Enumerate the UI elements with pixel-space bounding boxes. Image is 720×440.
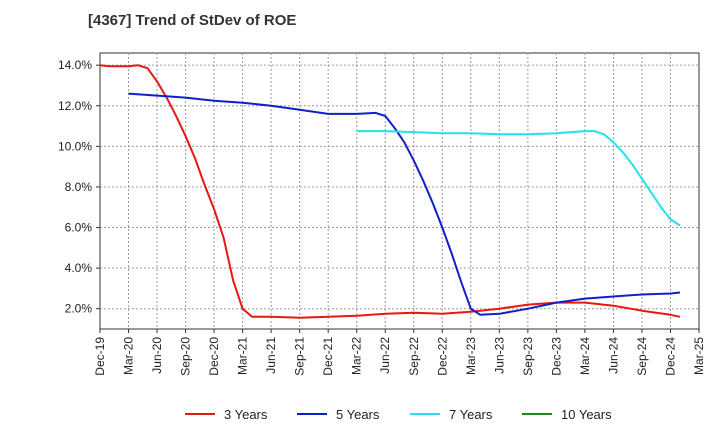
x-tick-label: Jun-22 [378,337,392,374]
legend-label-5-years: 5 Years [336,407,380,422]
x-tick-label: Sep-20 [179,337,193,376]
x-tick-label: Sep-23 [521,337,535,376]
x-axis: Dec-19 Mar-20 Jun-20 Sep-20 Dec-20 Mar-21 Jun-… [93,329,706,376]
x-tick-label: Jun-21 [264,337,278,374]
y-tick-label: 2.0% [65,302,93,316]
x-tick-label: Dec-23 [549,337,563,376]
x-tick-label: Jun-20 [150,337,164,374]
y-tick-label: 8.0% [65,180,93,194]
x-tick-label: Mar-20 [122,337,136,375]
series-line-7-years [356,130,681,227]
x-tick-label: Mar-25 [692,337,706,375]
x-tick-label: Sep-21 [293,337,307,376]
legend-label-3-years: 3 Years [224,407,268,422]
x-tick-label: Sep-24 [635,337,649,376]
y-tick-label: 12.0% [58,99,92,113]
x-tick-label: Mar-22 [350,337,364,375]
series-line-5-years [128,92,681,316]
y-tick-label: 14.0% [58,58,92,72]
x-tick-label: Jun-24 [606,337,620,374]
x-tick-label: Dec-21 [321,337,335,376]
x-tick-label: Dec-24 [663,337,677,376]
series-line-3-years [99,64,681,319]
y-tick-label: 10.0% [58,139,92,153]
legend: 3 Years 5 Years 7 Years 10 Years [185,407,612,422]
plot-area [99,52,700,330]
x-tick-label: Dec-22 [435,337,449,376]
chart-title: [4367] Trend of StDev of ROE [88,12,296,29]
x-tick-label: Mar-21 [236,337,250,375]
x-tick-label: Jun-23 [492,337,506,374]
x-tick-label: Dec-19 [93,337,107,376]
y-axis: 2.0% 4.0% 6.0% 8.0% 10.0% 12.0% 14.0% [58,58,100,316]
y-tick-label: 6.0% [65,221,93,235]
series-lines [99,64,681,319]
y-tick-label: 4.0% [65,261,93,275]
x-tick-label: Mar-23 [464,337,478,375]
gridlines [100,53,699,329]
x-tick-label: Sep-22 [407,337,421,376]
x-tick-label: Mar-24 [578,337,592,375]
x-tick-label: Dec-20 [207,337,221,376]
legend-label-10-years: 10 Years [561,407,612,422]
legend-label-7-years: 7 Years [449,407,493,422]
